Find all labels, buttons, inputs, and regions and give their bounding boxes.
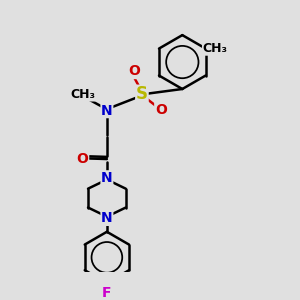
Text: N: N — [101, 103, 113, 118]
Text: O: O — [77, 152, 88, 166]
Text: O: O — [128, 64, 140, 79]
Text: CH₃: CH₃ — [70, 88, 95, 101]
Text: N: N — [101, 211, 113, 225]
Text: N: N — [101, 171, 113, 185]
Text: CH₃: CH₃ — [202, 42, 228, 55]
Text: F: F — [102, 286, 112, 300]
Text: S: S — [136, 85, 148, 103]
Text: O: O — [155, 103, 167, 117]
